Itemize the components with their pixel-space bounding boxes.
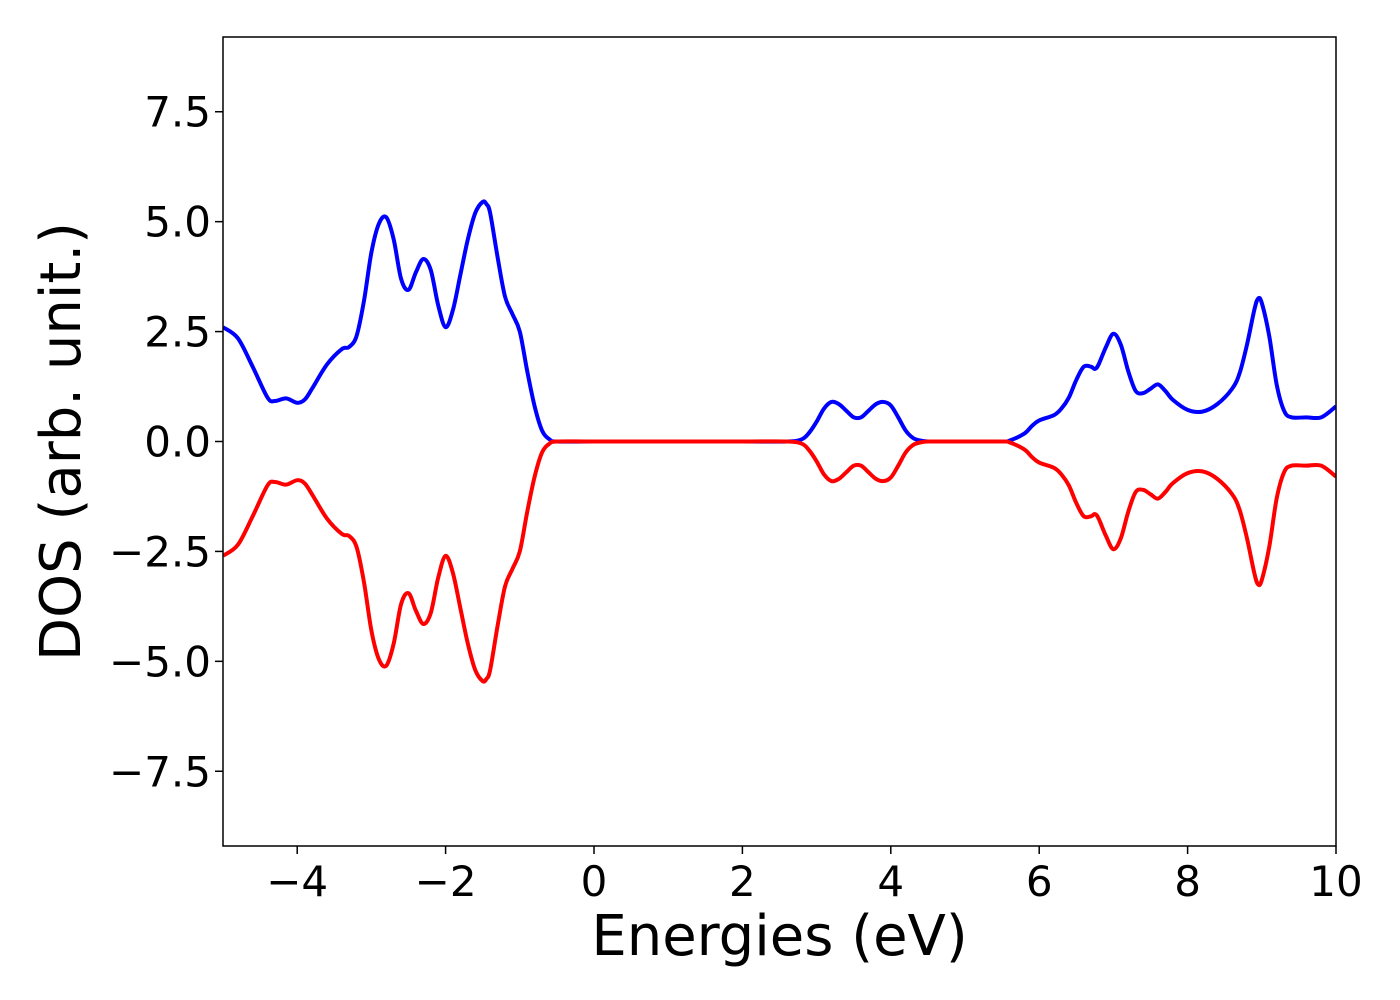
series-line-red xyxy=(223,439,1336,684)
y-axis-label: DOS (arb. unit.) xyxy=(29,222,94,661)
x-axis-label: Energies (eV) xyxy=(591,904,967,969)
x-tick-label: 6 xyxy=(1026,857,1053,906)
y-tick-label: −2.5 xyxy=(109,527,211,576)
x-tick-label: 2 xyxy=(729,857,756,906)
x-tick-label: 0 xyxy=(581,857,608,906)
x-tick-label: 4 xyxy=(877,857,904,906)
x-tick-label: 10 xyxy=(1309,857,1362,906)
x-axis-ticks: −4 −2 0 2 4 6 8 10 xyxy=(266,846,1363,906)
y-tick-label: 5.0 xyxy=(144,198,211,247)
y-tick-label: 7.5 xyxy=(144,88,211,137)
x-tick-label: −4 xyxy=(266,857,328,906)
y-tick-label: −5.0 xyxy=(109,637,211,686)
y-axis-ticks: −7.5 −5.0 −2.5 0.0 2.5 5.0 7.5 xyxy=(109,88,223,796)
series-layer xyxy=(223,199,1336,684)
x-tick-label: −2 xyxy=(415,857,477,906)
y-tick-label: −7.5 xyxy=(109,747,211,796)
series-line-blue xyxy=(223,199,1336,444)
x-tick-label: 8 xyxy=(1174,857,1201,906)
y-tick-label: 0.0 xyxy=(144,418,211,467)
y-tick-label: 2.5 xyxy=(144,308,211,357)
